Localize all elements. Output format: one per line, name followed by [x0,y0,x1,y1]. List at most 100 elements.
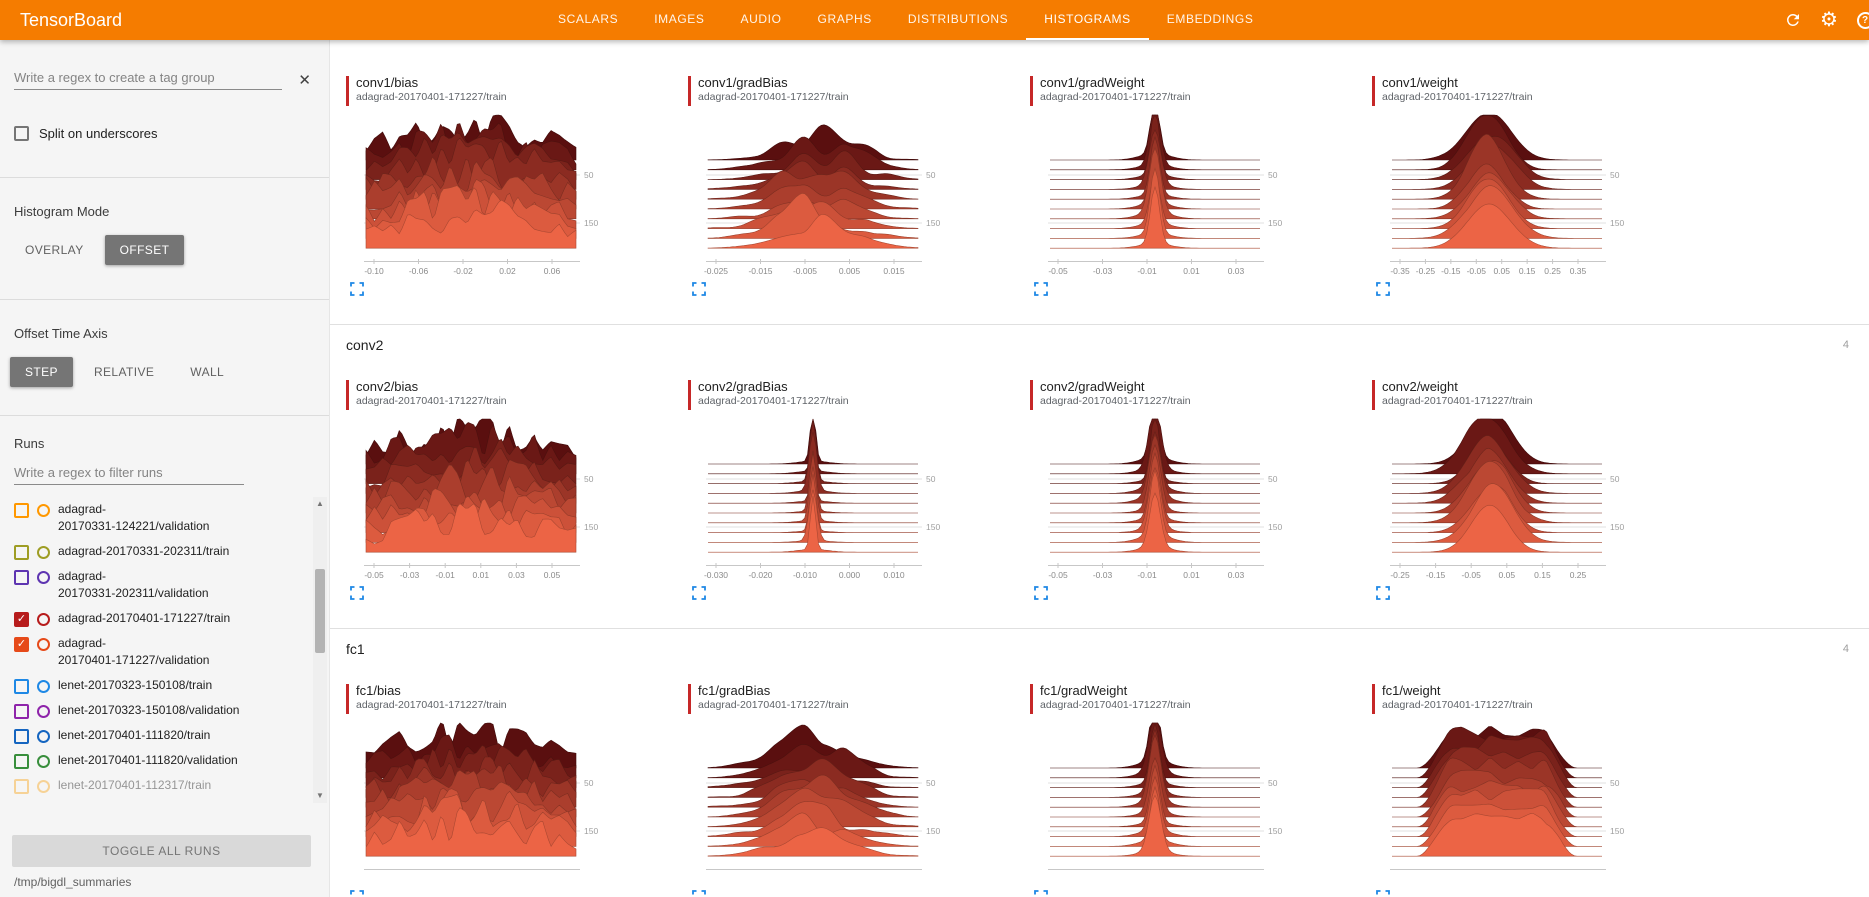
run-checkbox[interactable] [14,570,29,585]
tag-filter-input[interactable] [14,66,283,90]
runs-filter-input[interactable] [14,461,244,485]
histogram-plot[interactable]: 50 150 -0.05 -0.03 -0.01 0.01 0.03 0.05 [358,414,626,584]
tag-color-bar [1030,76,1033,106]
card-run-label: adagrad-20170401-171227/train [698,699,849,711]
tag-filter-row: ✕ [14,66,315,90]
run-color-circle [37,755,50,768]
expand-icon[interactable] [692,586,708,602]
run-item[interactable]: lenet-20170401-111820/train [14,723,309,748]
card-titles: fc1/gradBias adagrad-20170401-171227/trai… [698,682,849,714]
histogram-plot[interactable]: 50 150 [1384,718,1652,888]
tab-images[interactable]: IMAGES [654,12,705,26]
run-label: lenet-20170401-112317/train [58,778,212,792]
tab-distributions[interactable]: DISTRIBUTIONS [907,12,1009,26]
runs-scrollbar[interactable]: ▲ ▼ [313,497,327,803]
expand-icon[interactable] [692,282,708,298]
histogram-card-conv2-gradBias: conv2/gradBias adagrad-20170401-171227/tr… [686,378,1018,602]
histogram-plot[interactable]: 50 150 -0.05 -0.03 -0.01 0.01 0.03 [1042,110,1310,280]
card-title: conv2/gradWeight [1040,379,1145,394]
toggle-all-runs-button[interactable]: TOGGLE ALL RUNS [12,835,311,867]
run-color-circle [37,504,50,517]
card-run-label: adagrad-20170401-171227/train [1382,699,1533,711]
expand-icon[interactable] [1376,586,1392,602]
run-color-circle [37,705,50,718]
run-checkbox[interactable] [14,545,29,560]
svg-text:-0.03: -0.03 [1093,266,1113,276]
run-item[interactable]: adagrad- 20170331-124221/validation [14,497,309,539]
run-checkbox[interactable] [14,729,29,744]
help-icon[interactable]: ? [1855,10,1869,30]
refresh-icon[interactable] [1783,10,1803,30]
expand-icon[interactable] [692,890,708,897]
svg-text:150: 150 [1268,218,1282,228]
svg-text:50: 50 [1610,474,1620,484]
expand-icon[interactable] [350,586,366,602]
expand-icon[interactable] [350,282,366,298]
topbar-icons: ⚙ ? [1783,0,1869,40]
card-title: fc1/gradWeight [1040,683,1128,698]
scroll-up-arrow-icon[interactable]: ▲ [316,499,324,508]
svg-text:150: 150 [1268,826,1282,836]
expand-icon[interactable] [1034,282,1050,298]
scroll-down-arrow-icon[interactable]: ▼ [316,791,324,800]
histogram-plot[interactable]: 50 150 -0.25 -0.15 -0.05 0.05 0.15 0.25 [1384,414,1652,584]
svg-text:50: 50 [1610,170,1620,180]
run-item[interactable]: adagrad- 20170331-202311/validation [14,564,309,606]
expand-icon[interactable] [1034,890,1050,897]
histogram-plot[interactable]: 50 150 -0.025 -0.015 -0.005 0.005 0.015 [700,110,968,280]
histogram-mode-overlay-button[interactable]: OVERLAY [10,235,99,265]
histogram-plot[interactable]: 50 150 [700,718,968,888]
card-titles: fc1/weight adagrad-20170401-171227/train [1382,682,1533,714]
svg-text:0.35: 0.35 [1570,266,1587,276]
run-item[interactable]: lenet-20170401-111820/validation [14,748,309,773]
run-checkbox[interactable] [14,754,29,769]
histogram-plot[interactable]: 50 150 -0.05 -0.03 -0.01 0.01 0.03 [1042,414,1310,584]
run-color-circle [37,680,50,693]
expand-icon[interactable] [350,890,366,897]
card-head: conv2/gradBias adagrad-20170401-171227/tr… [688,378,1018,410]
expand-icon[interactable] [1376,282,1392,298]
run-checkbox[interactable] [14,679,29,694]
run-checkbox[interactable] [14,779,29,794]
histogram-plot[interactable]: 50 150 -0.030 -0.020 -0.010 0.000 0.010 [700,414,968,584]
sidebar: ✕ Split on underscores Histogram Mode OV… [0,40,330,897]
run-checkbox[interactable] [14,704,29,719]
time-axis-relative-button[interactable]: RELATIVE [79,357,169,387]
tab-embeddings[interactable]: EMBEDDINGS [1166,12,1254,26]
time-axis-step-button[interactable]: STEP [10,357,73,387]
tab-scalars[interactable]: SCALARS [558,12,619,26]
svg-text:-0.03: -0.03 [1093,570,1113,580]
tab-graphs[interactable]: GRAPHS [817,12,872,26]
card-head: fc1/bias adagrad-20170401-171227/train [346,682,676,714]
run-item[interactable]: lenet-20170401-112317/train [14,773,309,798]
run-checkbox[interactable]: ✓ [14,612,29,627]
expand-icon[interactable] [1034,586,1050,602]
close-icon[interactable]: ✕ [298,72,311,89]
card-head: conv1/weight adagrad-20170401-171227/trai… [1372,74,1702,106]
run-item[interactable]: ✓ adagrad-20170401-171227/train [14,606,309,631]
run-item[interactable]: lenet-20170323-150108/train [14,673,309,698]
histogram-plot[interactable]: 50 150 [1042,718,1310,888]
split-underscores-row[interactable]: Split on underscores [14,126,315,141]
histogram-mode-offset-button[interactable]: OFFSET [104,235,185,265]
tab-histograms[interactable]: HISTOGRAMS [1026,0,1149,40]
histogram-plot[interactable]: 50 150 -0.10 -0.06 -0.02 0.02 0.06 [358,110,626,280]
card-head: conv2/weight adagrad-20170401-171227/trai… [1372,378,1702,410]
split-underscores-checkbox[interactable] [14,126,29,141]
run-item[interactable]: lenet-20170323-150108/validation [14,698,309,723]
run-checkbox[interactable] [14,503,29,518]
scrollbar-thumb[interactable] [315,569,325,653]
tab-audio[interactable]: AUDIO [740,12,782,26]
svg-text:0.03: 0.03 [1228,570,1245,580]
run-label: adagrad- 20170331-202311/validation [58,569,209,600]
run-item[interactable]: ✓ adagrad- 20170401-171227/validation [14,631,309,673]
histogram-plot[interactable]: 50 150 [358,718,626,888]
time-axis-wall-button[interactable]: WALL [175,357,239,387]
section-conv2: conv2 4 conv2/bias adagrad-20170401-171227/… [330,324,1869,602]
run-item[interactable]: adagrad-20170331-202311/train [14,539,309,564]
run-checkbox[interactable]: ✓ [14,637,29,652]
gear-icon[interactable]: ⚙ [1820,9,1838,31]
histogram-plot[interactable]: 50 150 -0.35 -0.25 -0.15 -0.05 0.05 0.15 0.25 0.3… [1384,110,1652,280]
tag-color-bar [1030,380,1033,410]
expand-icon[interactable] [1376,890,1392,897]
